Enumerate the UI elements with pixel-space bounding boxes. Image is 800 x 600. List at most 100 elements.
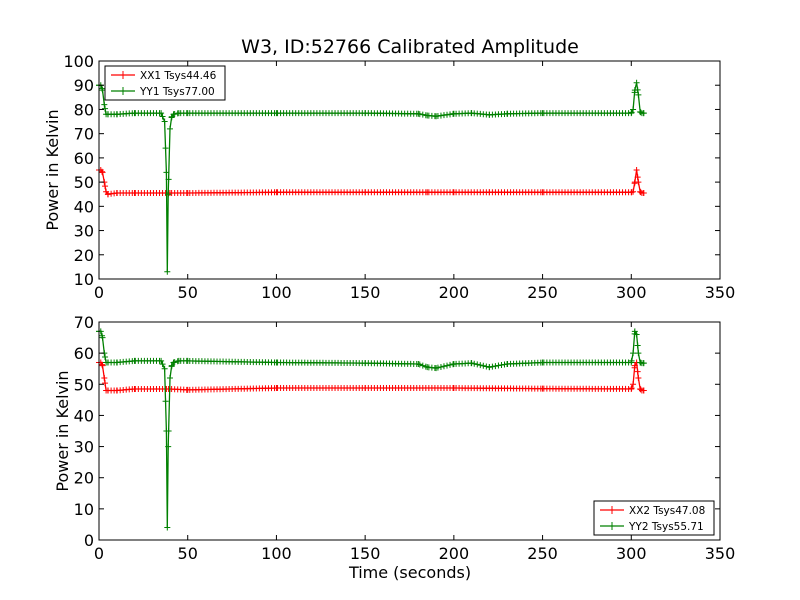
x-tick-label: 150 (350, 283, 381, 302)
y-axis-label: Power in Kelvin (43, 109, 62, 230)
legend: XX2 Tsys47.08 YY2 Tsys55.71 (593, 500, 715, 536)
data-point (102, 183, 109, 190)
data-point (633, 167, 640, 173)
x-tick-label: 100 (261, 544, 292, 563)
data-point (450, 361, 457, 368)
data-point (471, 360, 478, 367)
x-tick-label: 50 (178, 283, 198, 302)
x-tick-label: 250 (527, 283, 558, 302)
series-markers-2 (96, 79, 647, 275)
data-point (631, 328, 638, 335)
data-point (504, 110, 511, 117)
data-point (101, 101, 108, 108)
data-point (419, 362, 426, 369)
data-point (164, 268, 171, 275)
data-point (170, 111, 177, 118)
data-point (164, 524, 171, 531)
plot-frame (98, 321, 721, 541)
data-point (630, 381, 637, 388)
y-tick-label: 10 (74, 500, 94, 519)
data-point (489, 363, 496, 370)
data-point (99, 362, 106, 369)
y-tick-label: 70 (74, 313, 94, 332)
data-point (631, 362, 638, 369)
data-point (273, 385, 280, 392)
x-tick-label: 350 (705, 283, 736, 302)
data-point (163, 428, 170, 434)
data-point (104, 359, 111, 366)
data-point (483, 363, 490, 370)
data-point (184, 386, 191, 393)
data-point (166, 375, 173, 382)
data-point (628, 110, 635, 117)
data-point (504, 361, 511, 368)
x-tick-label: 200 (439, 283, 470, 302)
y-tick-label: 40 (74, 406, 94, 425)
data-point (159, 361, 166, 368)
data-point (131, 190, 138, 197)
data-point (631, 87, 638, 94)
x-axis-label: Time (seconds) (348, 563, 471, 582)
data-point (635, 91, 642, 98)
data-point (102, 380, 109, 387)
data-point (415, 361, 422, 368)
data-point (161, 365, 168, 372)
x-tick-label: 300 (616, 544, 647, 563)
data-point (165, 191, 172, 198)
data-point (113, 359, 120, 366)
data-point (498, 362, 505, 369)
data-point (165, 176, 172, 183)
legend-box (104, 65, 226, 101)
data-point (539, 359, 546, 366)
x-tick-label: 0 (94, 283, 104, 302)
data-point (273, 189, 280, 196)
legend-box (593, 500, 715, 536)
data-point (640, 110, 647, 117)
data-point (468, 360, 475, 367)
data-point (539, 110, 546, 117)
data-point (104, 111, 111, 118)
data-point (433, 113, 440, 120)
data-point (99, 85, 106, 92)
data-point (424, 112, 431, 119)
data-point (477, 362, 484, 369)
legend-marker-2 (608, 522, 616, 530)
data-point (113, 387, 120, 394)
data-point (273, 110, 280, 117)
data-point (362, 189, 369, 196)
data-point (635, 375, 642, 382)
data-point (419, 111, 426, 118)
data-point (415, 110, 422, 117)
data-point (628, 359, 635, 366)
data-point (628, 385, 635, 392)
data-point (184, 110, 191, 117)
data-point (161, 118, 168, 125)
legend-label-1: XX2 Tsys47.08 (629, 505, 705, 517)
x-tick-label: 200 (439, 544, 470, 563)
series-markers-1 (96, 167, 647, 198)
data-point (159, 113, 166, 120)
data-point (424, 189, 431, 196)
data-point (486, 189, 493, 196)
data-point (640, 387, 647, 394)
x-tick-label: 150 (350, 544, 381, 563)
data-point (113, 190, 120, 197)
legend-marker-1 (608, 506, 616, 514)
bottom-plot: 0 50 100 150 200 250 300 350 0 10 20 30 40 50 60 70 Powe… (53, 313, 735, 563)
legend-label-2: YY1 Tsys77.00 (139, 86, 215, 98)
y-tick-label: 40 (74, 197, 94, 216)
data-point (131, 110, 138, 117)
data-point (634, 174, 641, 181)
data-point (433, 365, 440, 372)
y-tick-label: 50 (74, 173, 94, 192)
data-point (273, 359, 280, 366)
data-point (450, 189, 457, 196)
data-point (450, 385, 457, 392)
data-point (131, 357, 138, 364)
data-point (424, 364, 431, 371)
data-point (99, 169, 106, 176)
data-point (437, 363, 444, 370)
data-point (104, 387, 111, 394)
data-point (175, 357, 182, 364)
data-point (113, 111, 120, 118)
